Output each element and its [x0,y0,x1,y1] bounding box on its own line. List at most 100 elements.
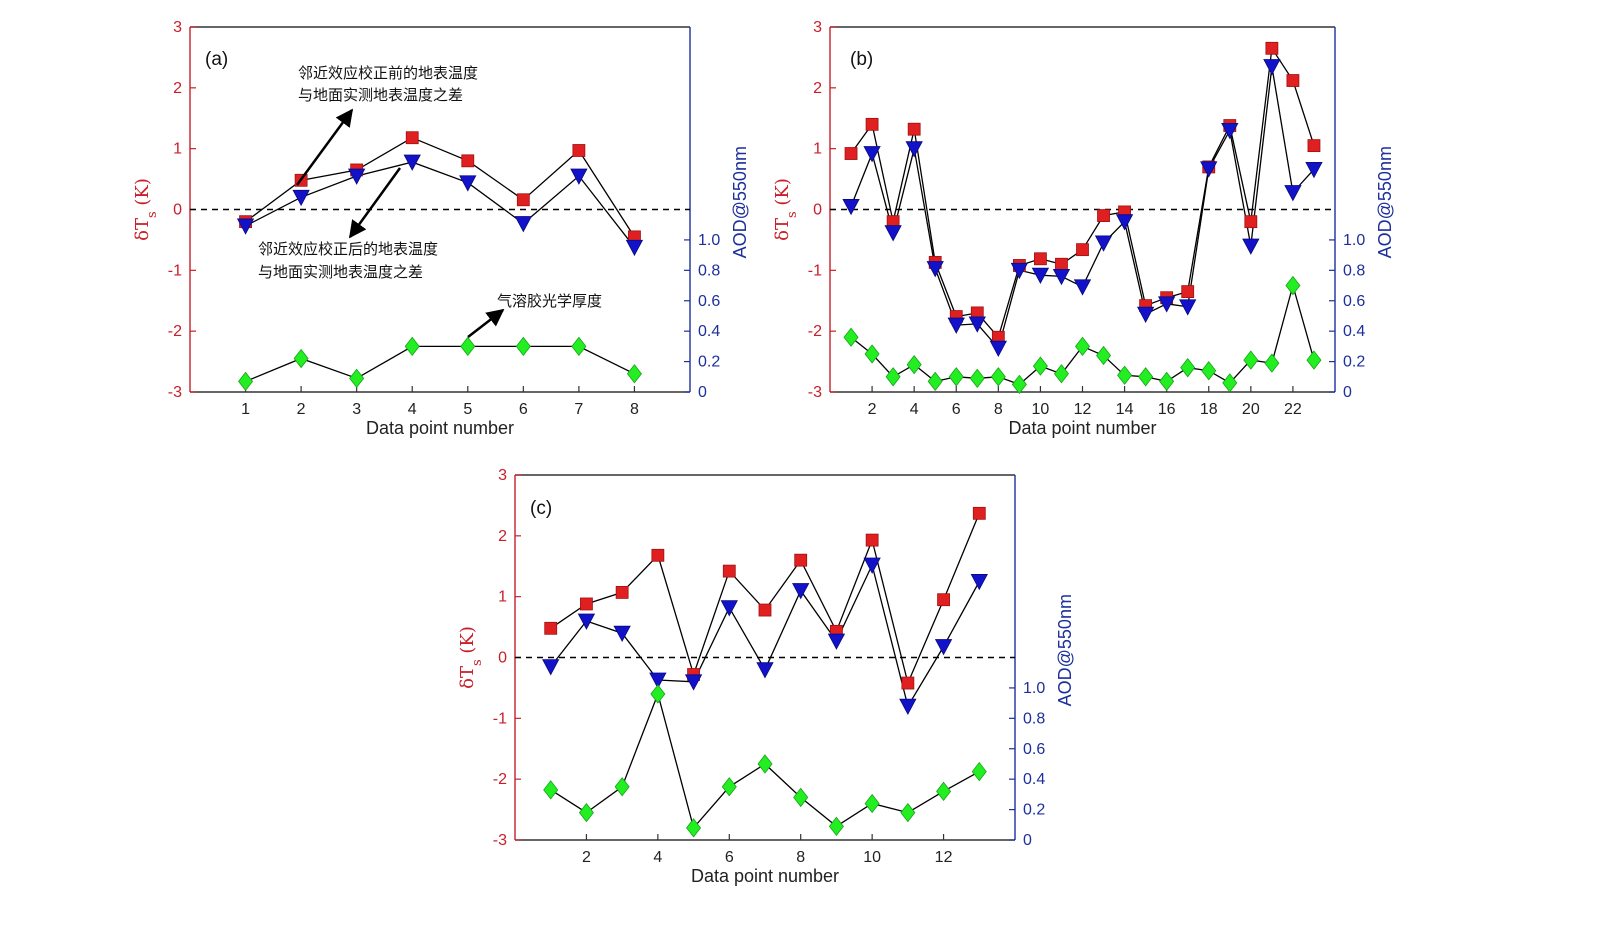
y-tick-label-right: 0.2 [1343,354,1365,371]
series-line-aod [245,345,635,383]
data-point-after-correction [625,239,644,257]
annotation-after-correction: 邻近效应校正后的地表温度 与地面实测地表温度之差 [258,167,438,281]
data-point-aod [1138,367,1154,387]
data-point-after-correction [947,317,965,334]
y-tick-label-right: 0.4 [1343,323,1365,340]
x-tick-label: 6 [952,401,961,418]
x-axis-label: Data point number [691,866,839,886]
x-tick-label: 7 [574,401,583,418]
y-tick-label-left: 3 [498,467,507,484]
y-tick-label-right: 0.4 [1023,771,1045,788]
y-tick-label-left: -1 [168,262,182,279]
panel-label: (c) [530,498,552,519]
x-tick-label: 6 [725,849,734,866]
annotation-arrow [348,167,402,239]
data-point-after-correction [842,199,860,216]
data-point-before-correction [1097,209,1110,222]
series-line-after-correction [245,161,635,248]
data-point-after-correction [1221,123,1239,140]
data-point-after-correction [827,633,846,650]
y-tick-label-left: 3 [813,19,822,36]
y-tick-label-right: 0.6 [698,293,720,310]
y-tick-label-left: -3 [808,384,822,401]
annotation-line: 气溶胶光学厚度 [497,292,602,310]
data-point-aod [614,777,630,797]
y-axis-label-left: δTs (K) [772,178,800,241]
annotation-aod: 气溶胶光学厚度 [467,292,602,338]
data-point-aod [686,818,702,838]
data-point-after-correction [720,600,738,617]
x-axis-label: Data point number [1008,418,1156,438]
data-point-after-correction [1263,59,1281,76]
y-tick-label-left: 0 [813,202,822,219]
plot-area: -3 -2 -1 0 1 2 3 0 0.2 0.4 0.6 0.8 1.0 1 2 3 4 5 6 7 8 Data p… [132,19,750,438]
data-point-after-correction [1200,161,1218,178]
data-point-aod [793,787,809,808]
y-tick-label-right: 1.0 [698,232,720,249]
data-point-aod [515,336,531,357]
data-point-before-correction [907,122,921,136]
data-point-aod [626,364,642,384]
data-point-after-correction [577,613,596,630]
y-tick-label-left: 3 [173,19,182,36]
annotation-before-correction: 邻近效应校正前的地表温度 与地面实测地表温度之差 [295,64,478,186]
y-tick-label-left: -1 [808,262,822,279]
data-point-aod [948,367,964,387]
series-line-before-correction [245,136,635,238]
data-point-aod [936,781,952,801]
x-tick-label: 2 [868,401,877,418]
data-point-after-correction [792,583,810,600]
x-tick-label: 10 [1032,401,1050,418]
data-point-aod [864,793,880,814]
x-tick-label: 3 [352,401,361,418]
series-line-after-correction [850,66,1315,350]
x-tick-label: 4 [910,401,919,418]
y-axis-label-left: δTs (K) [132,178,160,241]
data-point-after-correction [1031,267,1050,285]
data-point-after-correction [1010,262,1029,280]
data-point-before-correction [1244,215,1258,229]
data-point-aod [349,368,365,388]
data-point-after-correction [1136,306,1155,323]
series-line-after-correction [550,563,980,708]
y-tick-label-right: 0.8 [1023,710,1045,727]
data-point-after-correction [756,662,774,679]
data-point-aod [864,344,880,364]
annotation-line: 与地面实测地表温度之差 [298,86,463,104]
data-point-after-correction [570,168,588,185]
annotation-line: 邻近效应校正前的地表温度 [298,64,478,82]
data-point-before-correction [1307,139,1321,153]
data-point-aod [1264,353,1280,373]
data-point-after-correction [542,659,560,676]
data-point-before-correction [937,593,950,607]
y-tick-label-right: 0.8 [698,262,720,279]
data-point-after-correction [970,574,988,591]
y-tick-label-left: 1 [173,141,182,158]
data-point-after-correction [1179,299,1197,316]
data-point-aod [650,684,666,704]
data-point-after-correction [1305,161,1323,179]
x-tick-label: 2 [582,849,591,866]
y-tick-label-left: 2 [813,80,822,97]
data-point-after-correction [1094,235,1113,252]
data-point-aod [578,802,594,823]
data-point-before-correction [865,533,879,547]
x-tick-label: 14 [1116,401,1134,418]
data-point-aod [900,802,916,823]
data-point-after-correction [1073,279,1092,296]
data-point-aod [757,754,773,774]
y-tick-label-right: 0.6 [1023,741,1045,758]
data-point-aod [927,371,943,392]
data-point-before-correction [516,193,530,207]
data-point-aod [828,816,844,836]
annotation-arrow [467,308,505,338]
data-point-before-correction [1076,243,1089,257]
annotation-arrow [295,108,354,186]
data-point-after-correction [1157,296,1176,313]
y-tick-label-left: 2 [498,528,507,545]
data-point-aod [1159,371,1175,392]
y-axis-label-left: δTs (K) [457,626,485,689]
